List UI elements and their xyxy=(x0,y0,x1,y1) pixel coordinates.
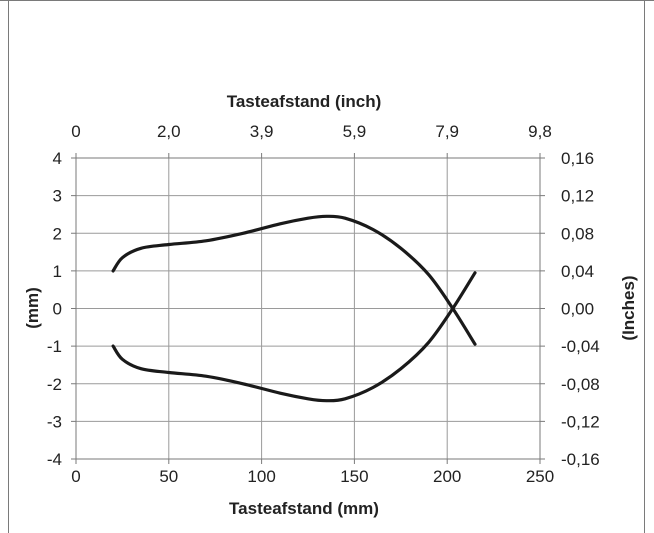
y-tick-label: -3 xyxy=(47,412,62,431)
y2-tick-label: 0,04 xyxy=(561,262,594,281)
x2-tick-label: 5,9 xyxy=(343,122,367,141)
frame-top-border xyxy=(0,0,654,1)
x-tick-label: 50 xyxy=(159,467,178,486)
y-tick-label: -2 xyxy=(47,375,62,394)
x-tick-label: 100 xyxy=(247,467,275,486)
y2-tick-label: 0,00 xyxy=(561,300,594,319)
y2-tick-label: -0,12 xyxy=(561,412,600,431)
x-tick-label: 200 xyxy=(433,467,461,486)
y-tick-label: 3 xyxy=(53,187,62,206)
tick-labels: 0 50 100 150 200 250 0 2,0 3,9 5,9 7,9 9,8 -4 -3 -2 -1 0… xyxy=(47,122,600,486)
frame-left-border xyxy=(8,0,9,533)
x-tick-label: 150 xyxy=(340,467,368,486)
y2-tick-label: 0,16 xyxy=(561,149,594,168)
series-layer xyxy=(111,214,477,403)
y2-tick-label: 0,12 xyxy=(561,187,594,206)
grid-layer xyxy=(75,157,541,460)
x-axis-title: Tasteafstand (mm) xyxy=(229,499,379,518)
x2-tick-label: 2,0 xyxy=(157,122,181,141)
x2-tick-label: 9,8 xyxy=(528,122,552,141)
series-line-2 xyxy=(111,271,477,403)
x-tick-label: 250 xyxy=(526,467,554,486)
y-tick-label: -4 xyxy=(47,450,62,469)
axis-layer xyxy=(71,153,545,464)
y-tick-label: 2 xyxy=(53,224,62,243)
y-tick-label: -1 xyxy=(47,337,62,356)
x2-tick-label: 0 xyxy=(71,122,80,141)
y2-tick-label: -0,08 xyxy=(561,375,600,394)
x-tick-label: 0 xyxy=(71,467,80,486)
y2-tick-label: -0,16 xyxy=(561,450,600,469)
y2-tick-label: 0,08 xyxy=(561,224,594,243)
frame-right-border xyxy=(644,0,645,533)
y-tick-label: 0 xyxy=(53,300,62,319)
y-tick-label: 1 xyxy=(53,262,62,281)
x2-axis-title: Tasteafstand (inch) xyxy=(227,92,382,111)
series-line-1 xyxy=(111,214,477,346)
y-axis-title: (mm) xyxy=(23,287,42,329)
y2-tick-label: -0,04 xyxy=(561,337,600,356)
x2-tick-label: 3,9 xyxy=(250,122,274,141)
x2-tick-label: 7,9 xyxy=(435,122,459,141)
y-tick-label: 4 xyxy=(53,149,62,168)
y2-axis-title: (Inches) xyxy=(619,275,638,340)
